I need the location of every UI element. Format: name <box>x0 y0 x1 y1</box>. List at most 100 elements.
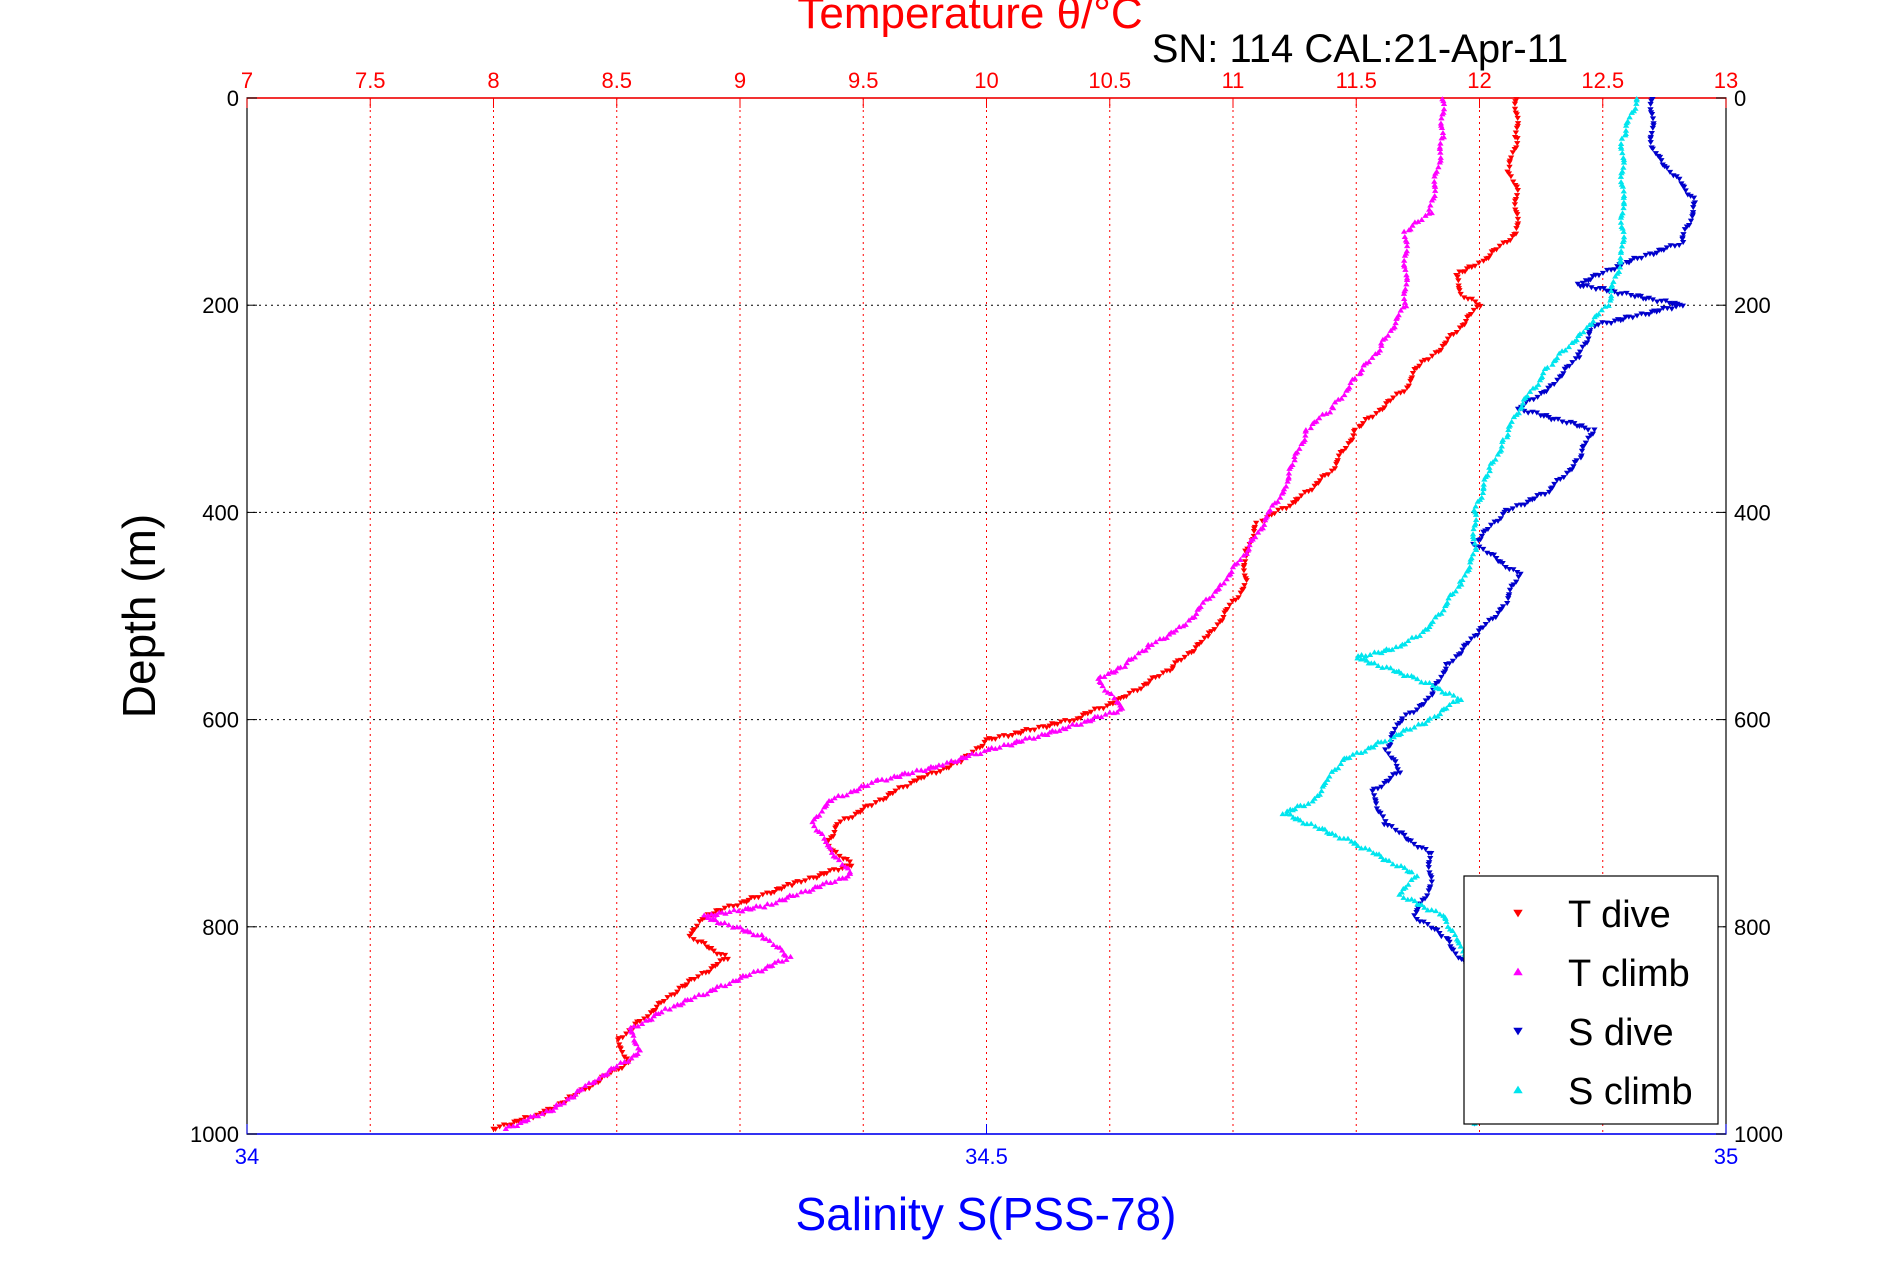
data-point <box>1318 788 1325 794</box>
data-point <box>787 953 794 959</box>
data-point <box>1240 564 1247 570</box>
data-point <box>685 978 692 984</box>
data-point <box>1496 243 1503 249</box>
data-point <box>1229 564 1237 570</box>
data-point <box>1384 332 1392 338</box>
data-point <box>1480 546 1487 552</box>
data-point <box>1241 583 1248 589</box>
data-point <box>1212 588 1219 594</box>
data-point <box>1464 314 1471 320</box>
data-point <box>1410 674 1417 680</box>
legend-label: S climb <box>1568 1071 1693 1113</box>
data-point <box>1447 592 1454 598</box>
data-point <box>1121 663 1129 669</box>
data-point <box>1387 665 1394 671</box>
data-point <box>839 793 846 799</box>
data-point <box>811 823 818 829</box>
data-point <box>1638 311 1645 317</box>
data-point <box>1473 547 1480 553</box>
data-point <box>1618 291 1626 297</box>
data-point <box>1650 252 1657 258</box>
data-point <box>1035 724 1043 730</box>
data-point <box>852 811 859 817</box>
data-point <box>1419 629 1427 635</box>
data-point <box>1507 155 1515 161</box>
data-point <box>1411 874 1418 880</box>
data-point <box>1690 201 1697 207</box>
data-point <box>1429 692 1436 698</box>
data-point <box>1617 173 1625 179</box>
temp-tick-label: 9 <box>734 68 746 93</box>
data-point <box>722 983 729 989</box>
data-point <box>758 968 765 974</box>
data-point <box>1400 290 1408 296</box>
data-point <box>700 992 707 998</box>
data-point <box>1401 263 1408 269</box>
data-point <box>686 933 693 939</box>
data-point <box>514 1122 521 1128</box>
data-point <box>855 786 863 792</box>
data-point <box>1114 709 1121 715</box>
data-point <box>1335 453 1343 459</box>
data-point <box>1481 476 1488 482</box>
data-point <box>1514 187 1521 194</box>
data-point <box>1434 927 1441 933</box>
data-point <box>742 905 749 911</box>
data-point <box>739 908 746 914</box>
data-point <box>1602 303 1609 309</box>
data-point <box>1402 266 1409 272</box>
data-point <box>809 819 816 825</box>
data-point <box>1524 499 1531 505</box>
data-point <box>1409 370 1417 376</box>
data-point <box>1354 655 1361 661</box>
data-point <box>1131 654 1139 660</box>
data-point <box>1307 425 1314 431</box>
data-point <box>1235 595 1242 601</box>
data-point <box>1468 296 1476 302</box>
data-point <box>1570 464 1577 470</box>
temp-tick-label: 10.5 <box>1088 68 1131 93</box>
data-point <box>1658 298 1665 304</box>
temp-tick-label: 7.5 <box>355 68 386 93</box>
data-point <box>836 853 843 859</box>
data-point <box>1505 426 1512 433</box>
data-point <box>816 828 823 834</box>
data-point <box>1451 932 1459 938</box>
data-point <box>564 1096 571 1102</box>
data-point <box>825 837 832 843</box>
data-point <box>1061 718 1069 724</box>
data-point <box>1422 698 1429 704</box>
data-point <box>1630 255 1638 261</box>
data-point <box>1617 214 1625 220</box>
data-point <box>1410 841 1418 847</box>
data-point <box>1470 307 1477 313</box>
data-point <box>775 958 782 964</box>
data-point <box>712 917 719 923</box>
data-point <box>1512 198 1519 204</box>
data-point <box>502 1125 509 1131</box>
data-point <box>1680 232 1687 238</box>
data-point <box>1251 526 1258 532</box>
data-point <box>650 1013 657 1019</box>
data-point <box>1392 759 1399 765</box>
data-point <box>1382 747 1389 753</box>
data-point <box>797 879 805 885</box>
data-point <box>1563 470 1571 476</box>
data-point <box>1454 274 1461 280</box>
data-point <box>1649 146 1656 152</box>
data-point <box>1666 169 1674 175</box>
data-point <box>1436 159 1443 165</box>
data-point <box>1459 323 1466 329</box>
data-point <box>1422 846 1429 853</box>
data-point <box>1514 136 1521 142</box>
data-point <box>1510 179 1517 185</box>
data-point <box>1662 298 1669 304</box>
data-point <box>948 758 955 764</box>
data-point <box>1372 801 1380 807</box>
data-point <box>606 1067 613 1073</box>
data-point <box>1160 635 1167 641</box>
data-point <box>1529 385 1537 391</box>
data-point <box>1623 290 1630 296</box>
data-point <box>1560 371 1567 377</box>
data-point <box>1603 320 1610 326</box>
